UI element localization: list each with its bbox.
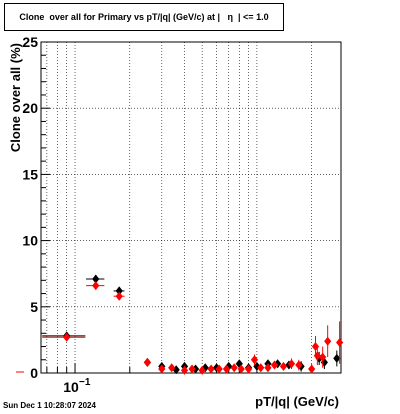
data-point xyxy=(257,363,265,373)
x-tick-label-exponent: −1 xyxy=(79,377,91,388)
grid-lines xyxy=(41,42,341,373)
x-axis-label: pT/|q| (GeV/c) xyxy=(255,394,339,409)
data-point xyxy=(222,364,231,374)
data-point xyxy=(92,274,100,284)
data-point xyxy=(324,336,332,346)
data-point xyxy=(264,363,272,373)
data-point xyxy=(313,351,321,361)
data-point xyxy=(158,364,166,374)
data-point xyxy=(311,342,320,352)
timestamp: Sun Dec 1 10:28:07 2024 xyxy=(3,401,96,410)
x-tick-label: 10 xyxy=(63,379,79,395)
data-point xyxy=(237,364,245,374)
y-axis-label: Clone over all (%) xyxy=(8,43,23,152)
data-point xyxy=(198,365,206,375)
y-tick-label: 5 xyxy=(30,299,38,315)
data-point xyxy=(253,361,261,371)
data-point xyxy=(320,357,328,367)
data-point xyxy=(180,365,189,375)
data-point xyxy=(230,363,238,373)
y-tick-label: 0 xyxy=(30,365,38,381)
data-marks xyxy=(16,274,344,375)
data-point xyxy=(250,355,259,365)
data-point xyxy=(295,360,303,370)
series-1 xyxy=(42,274,341,375)
data-point xyxy=(188,364,196,374)
data-point xyxy=(207,364,215,374)
y-tick-label: 10 xyxy=(22,233,38,249)
data-point xyxy=(143,357,152,367)
data-point xyxy=(270,360,279,370)
data-point xyxy=(287,359,296,369)
data-point xyxy=(115,286,123,296)
axis-ticks xyxy=(41,41,313,374)
data-point xyxy=(244,364,253,374)
data-point xyxy=(168,363,176,373)
data-point xyxy=(319,352,327,362)
data-point xyxy=(215,364,223,374)
plot-frame xyxy=(40,41,342,374)
chart-title: Clone over all for Primary vs pT/|q| (Ge… xyxy=(19,12,269,22)
y-tick-label: 20 xyxy=(22,100,38,116)
data-point xyxy=(333,353,341,363)
data-point xyxy=(92,281,100,291)
data-point xyxy=(115,291,123,301)
data-point xyxy=(63,332,71,342)
title-box: Clone over all for Primary vs pT/|q| (Ge… xyxy=(4,3,284,31)
y-tick-label: 25 xyxy=(22,34,38,50)
data-point xyxy=(279,361,288,371)
y-tick-label: 15 xyxy=(22,166,38,182)
data-point xyxy=(308,364,316,374)
series-2 xyxy=(42,281,344,375)
data-point xyxy=(336,338,344,348)
